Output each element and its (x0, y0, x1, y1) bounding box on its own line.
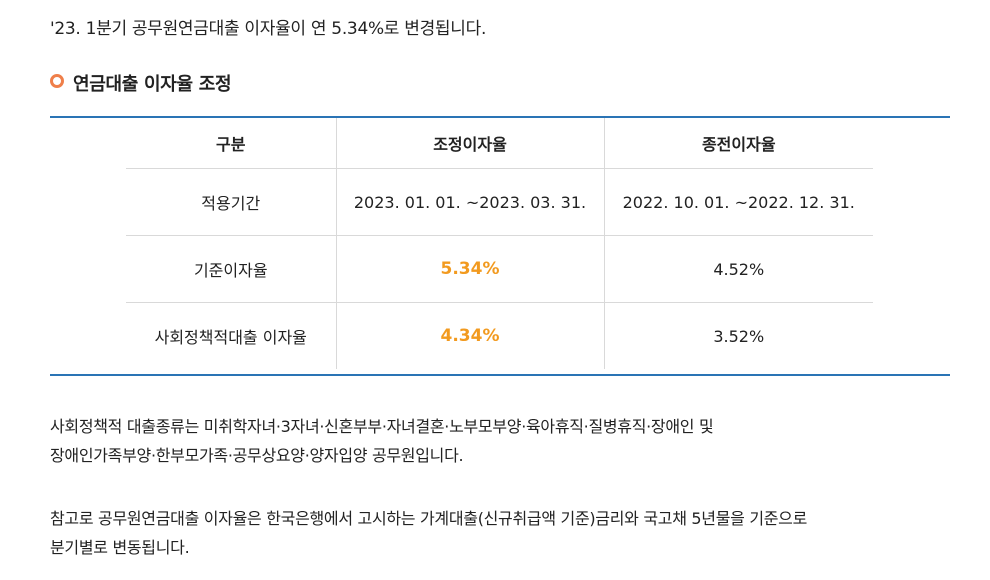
row-label: 기준이자율 (126, 235, 336, 303)
row-label: 사회정책적대출 이자율 (154, 328, 307, 347)
row-label: 적용기간 (126, 168, 336, 236)
paragraph-line: 참고로 공무원연금대출 이자율은 한국은행에서 고시하는 가계대출(신규취급액 … (50, 509, 807, 528)
paragraph-rate-basis: 참고로 공무원연금대출 이자율은 한국은행에서 고시하는 가계대출(신규취급액 … (50, 504, 807, 562)
paragraph-line: 분기별로 변동됩니다. (50, 538, 190, 557)
section-heading: 연금대출 이자율 조정 (50, 70, 232, 96)
rate-table-container: 구분 조정이자율 종전이자율 적용기간 2023. 01. 01. ~2023.… (50, 116, 950, 376)
header-adjusted-rate: 조정이자율 (335, 118, 604, 169)
previous-base-rate: 4.52% (603, 235, 873, 303)
header-category: 구분 (126, 118, 336, 169)
paragraph-line: 사회정책적 대출종류는 미취학자녀·3자녀·신혼부부·자녀결혼·노부모부양·육아… (50, 417, 714, 436)
table-header-row: 구분 조정이자율 종전이자율 (126, 118, 873, 169)
table-row: 사회정책적대출 이자율 4.34% 3.52% (126, 302, 873, 369)
table-row: 적용기간 2023. 01. 01. ~2023. 03. 31. 2022. … (126, 168, 873, 236)
table-row: 기준이자율 5.34% 4.52% (126, 235, 873, 303)
adjusted-period: 2023. 01. 01. ~2023. 03. 31. (335, 168, 604, 236)
adjusted-social-rate: 4.34% (335, 302, 604, 369)
section-title: 연금대출 이자율 조정 (73, 74, 232, 95)
intro-text: '23. 1분기 공무원연금대출 이자율이 연 5.34%로 변경됩니다. (50, 19, 487, 39)
adjusted-base-rate: 5.34% (335, 235, 604, 303)
circle-bullet-icon (50, 74, 64, 88)
paragraph-loan-types: 사회정책적 대출종류는 미취학자녀·3자녀·신혼부부·자녀결혼·노부모부양·육아… (50, 412, 714, 470)
previous-period: 2022. 10. 01. ~2022. 12. 31. (603, 168, 873, 236)
rate-table: 구분 조정이자율 종전이자율 적용기간 2023. 01. 01. ~2023.… (126, 118, 873, 369)
previous-social-rate: 3.52% (603, 302, 873, 369)
paragraph-line: 장애인가족부양·한부모가족·공무상요양·양자입양 공무원입니다. (50, 446, 464, 465)
header-previous-rate: 종전이자율 (603, 118, 873, 169)
